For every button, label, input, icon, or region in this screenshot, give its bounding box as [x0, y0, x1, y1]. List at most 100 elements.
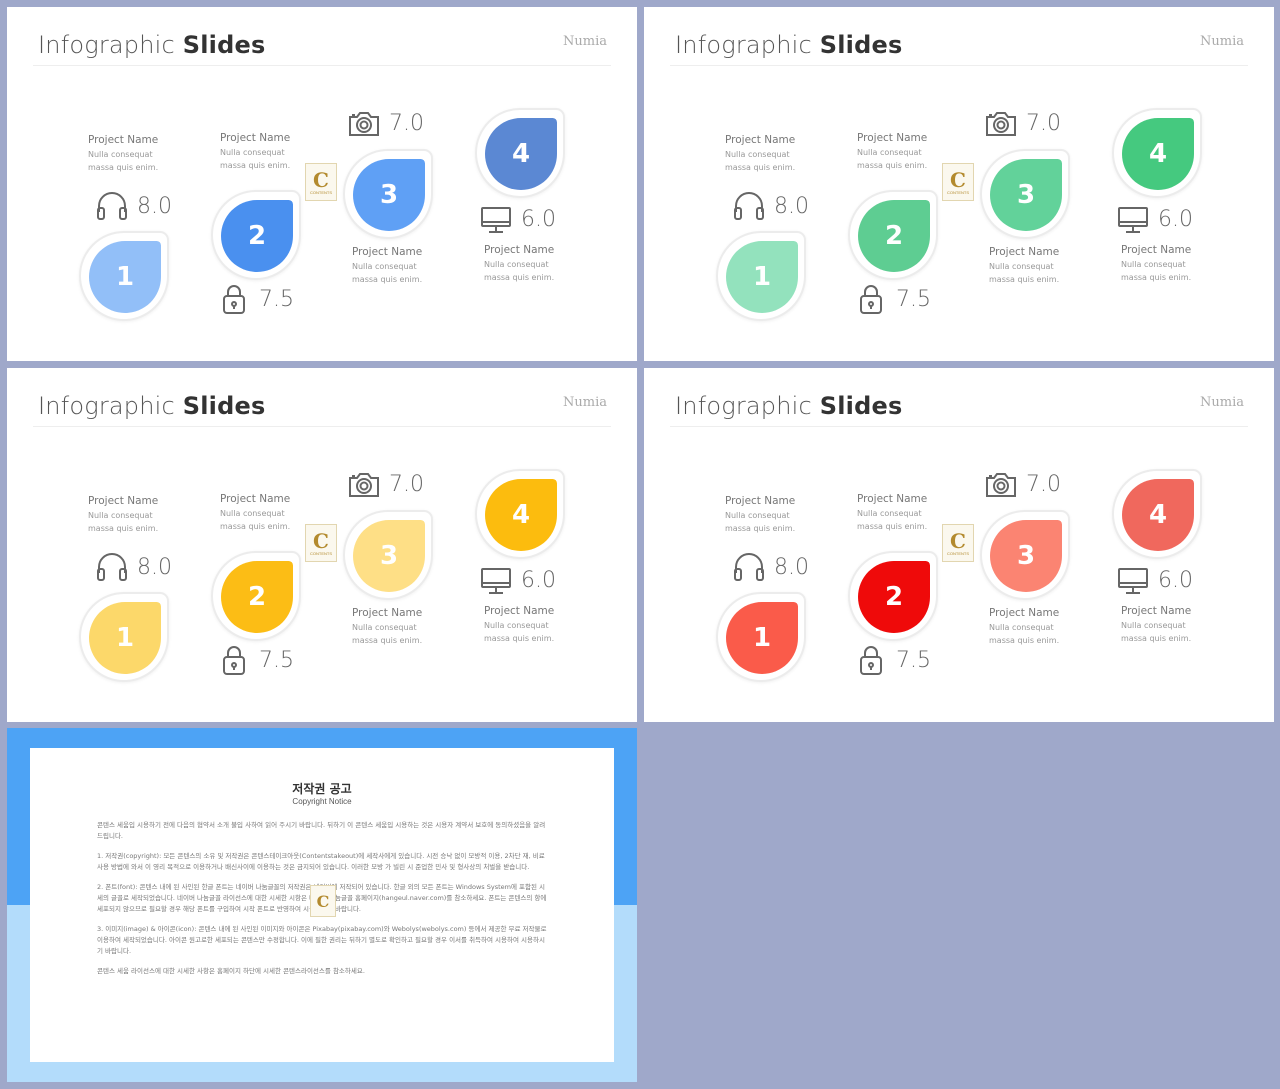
- metric-1: 8.0: [732, 551, 809, 583]
- project-title: Project Name: [220, 132, 291, 144]
- project-desc: massa quis enim.: [725, 524, 796, 533]
- metric-1: 8.0: [732, 190, 809, 222]
- metric-2: 7.5: [217, 283, 294, 315]
- project-desc: Nulla consequat: [88, 150, 153, 159]
- project-desc: Nulla consequat: [352, 262, 417, 271]
- drop-4: 4: [475, 108, 565, 198]
- drop-3: 3: [343, 149, 433, 239]
- drop-fill: 4: [1122, 479, 1194, 551]
- metric-1: 8.0: [95, 190, 172, 222]
- project-name-block: Project Name Nulla consequat massa quis en…: [857, 493, 927, 533]
- project-desc: massa quis enim.: [484, 634, 555, 643]
- camera-icon: [984, 468, 1018, 500]
- drop-3: 3: [980, 510, 1070, 600]
- metric-3: 7.0: [984, 107, 1061, 139]
- brand-label: Numia: [563, 34, 607, 49]
- lock-icon: [854, 644, 888, 676]
- slide-title: Infographic Slides: [38, 31, 266, 59]
- project-title: Project Name: [352, 246, 423, 258]
- project-desc: Nulla consequat: [484, 621, 549, 630]
- drop-4: 4: [1112, 108, 1202, 198]
- drop-fill: 1: [726, 602, 798, 674]
- project-title: Project Name: [352, 607, 423, 619]
- slide-2: Infographic Slides Numia 1 Project Name Null…: [644, 7, 1274, 361]
- metric-2: 7.5: [854, 283, 931, 315]
- metric-4: 6.0: [1116, 564, 1193, 596]
- drop-2: 2: [848, 551, 938, 641]
- copyright-paragraph: 1. 저작권(copyright): 모든 콘텐스의 소유 및 저작권은 콘텐스…: [97, 852, 545, 871]
- drop-3: 3: [343, 510, 433, 600]
- project-desc: massa quis enim.: [352, 636, 423, 645]
- project-title: Project Name: [88, 134, 159, 146]
- project-desc: Nulla consequat: [725, 150, 790, 159]
- monitor-icon: [1116, 564, 1150, 596]
- drop-2: 2: [848, 190, 938, 280]
- project-title: Project Name: [220, 493, 291, 505]
- project-desc: massa quis enim.: [220, 522, 291, 531]
- project-desc: massa quis enim.: [1121, 273, 1192, 282]
- project-name-block: Project Name Nulla consequat massa quis en…: [989, 607, 1059, 647]
- project-title: Project Name: [1121, 605, 1192, 617]
- project-desc: massa quis enim.: [857, 161, 928, 170]
- metric-value: 7.5: [259, 647, 294, 673]
- project-desc: Nulla consequat: [484, 260, 549, 269]
- drop-fill: 2: [221, 200, 293, 272]
- title-divider: [33, 426, 611, 427]
- headphones-icon: [95, 551, 129, 583]
- drop-fill: 1: [89, 602, 161, 674]
- drop-fill: 1: [726, 241, 798, 313]
- copyright-card: 저작권 공고 Copyright Notice 콘텐스 세움입 시용하기 전에 …: [30, 748, 614, 1062]
- headphones-icon: [732, 190, 766, 222]
- slide-4: Infographic Slides Numia 1 Project Name Null…: [644, 368, 1274, 722]
- brand-label: Numia: [1200, 395, 1244, 410]
- drop-fill: 3: [353, 520, 425, 592]
- drop-2: 2: [211, 551, 301, 641]
- project-name-block: Project Name Nulla consequat massa quis en…: [352, 607, 422, 647]
- project-title: Project Name: [989, 246, 1060, 258]
- project-desc: massa quis enim.: [352, 275, 423, 284]
- slide-title: Infographic Slides: [675, 392, 903, 420]
- project-title: Project Name: [989, 607, 1060, 619]
- project-name-block: Project Name Nulla consequat massa quis en…: [220, 132, 290, 172]
- metric-value: 7.0: [1026, 471, 1061, 497]
- project-title: Project Name: [1121, 244, 1192, 256]
- project-title: Project Name: [725, 495, 796, 507]
- project-name-block: Project Name Nulla consequat massa quis en…: [88, 495, 158, 535]
- drop-3: 3: [980, 149, 1070, 239]
- project-name-block: Project Name Nulla consequat massa quis en…: [352, 246, 422, 286]
- project-desc: massa quis enim.: [220, 161, 291, 170]
- project-desc: Nulla consequat: [989, 623, 1054, 632]
- project-title: Project Name: [857, 493, 928, 505]
- slide-title: Infographic Slides: [675, 31, 903, 59]
- project-name-block: Project Name Nulla consequat massa quis en…: [857, 132, 927, 172]
- project-title: Project Name: [484, 605, 555, 617]
- metric-value: 8.0: [774, 554, 809, 580]
- title-divider: [670, 65, 1248, 66]
- drop-fill: 4: [1122, 118, 1194, 190]
- metric-value: 8.0: [774, 193, 809, 219]
- metric-2: 7.5: [854, 644, 931, 676]
- project-desc: Nulla consequat: [1121, 260, 1186, 269]
- project-desc: Nulla consequat: [857, 509, 922, 518]
- copyright-title: 저작권 공고: [292, 782, 352, 796]
- drop-4: 4: [1112, 469, 1202, 559]
- drop-1: 1: [716, 231, 806, 321]
- project-title: Project Name: [88, 495, 159, 507]
- camera-icon: [347, 468, 381, 500]
- metric-value: 8.0: [137, 193, 172, 219]
- brand-label: Numia: [1200, 34, 1244, 49]
- project-name-block: Project Name Nulla consequat massa quis en…: [725, 495, 795, 535]
- contents-logo: C CONTENTS: [942, 524, 974, 562]
- contents-logo: C CONTENTS: [942, 163, 974, 201]
- slide-title: Infographic Slides: [38, 392, 266, 420]
- slide-1: Infographic Slides Numia 1 Project Name Null…: [7, 7, 637, 361]
- metric-value: 7.5: [896, 647, 931, 673]
- contents-logo: C CONTENTS: [305, 524, 337, 562]
- copyright-paragraph: 콘텐스 세움 라이선스에 대한 시세한 사항은 홈페이지 하단에 시세한 콘텐스…: [97, 967, 365, 975]
- drop-fill: 4: [485, 479, 557, 551]
- project-desc: massa quis enim.: [725, 163, 796, 172]
- lock-icon: [217, 644, 251, 676]
- title-divider: [670, 426, 1248, 427]
- metric-value: 6.0: [521, 206, 556, 232]
- project-desc: Nulla consequat: [857, 148, 922, 157]
